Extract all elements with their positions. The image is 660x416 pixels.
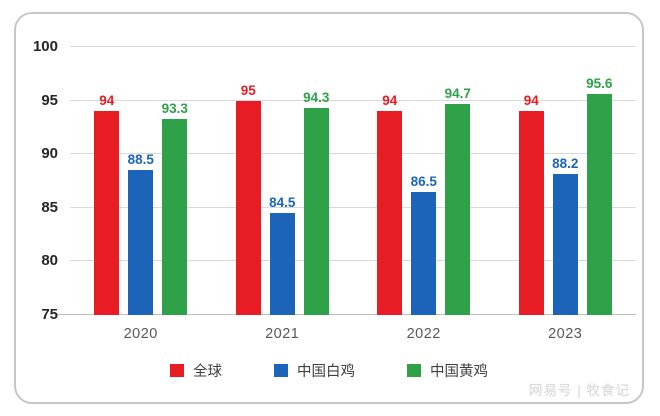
bar-value-label: 95 xyxy=(240,82,256,98)
gridline xyxy=(70,46,636,47)
bar-group-2023: 94 88.2 95.6 xyxy=(495,47,637,315)
bar-value-label: 84.5 xyxy=(269,195,296,211)
bar-全球-2020: 94 xyxy=(94,93,120,315)
plot-area: 100 95 90 85 80 75 94 88.5 93.3 95 84.5 94.3 94 86.5… xyxy=(33,38,636,323)
bar-中国白鸡-2020: 88.5 xyxy=(128,152,154,315)
bar-value-label: 94.3 xyxy=(303,90,330,106)
legend-item-全球: 全球 xyxy=(170,360,222,381)
x-category-label: 2020 xyxy=(123,326,158,342)
gridline xyxy=(70,99,636,101)
bar-value-label: 95.6 xyxy=(586,76,613,92)
legend-label: 中国白鸡 xyxy=(297,364,355,380)
bar-中国白鸡-2021: 84.5 xyxy=(269,195,295,315)
legend-swatch-icon xyxy=(407,364,421,377)
x-category-label: 2021 xyxy=(265,326,300,342)
y-tick-label: 85 xyxy=(41,198,58,216)
gridline xyxy=(70,153,636,155)
bar-中国黄鸡-2022: 94.7 xyxy=(445,86,471,315)
x-category-label: 2022 xyxy=(406,326,441,342)
chart-panel: 100 95 90 85 80 75 94 88.5 93.3 95 84.5 94.3 94 86.5… xyxy=(14,12,644,404)
bar-value-label: 94 xyxy=(99,93,115,109)
x-axis-labels: 2020 2021 2022 2023 xyxy=(70,326,636,342)
bar-group-2020: 94 88.5 93.3 xyxy=(70,47,212,315)
bar-value-label: 94 xyxy=(523,93,539,109)
bar-value-label: 88.5 xyxy=(127,152,154,168)
bar-value-label: 86.5 xyxy=(410,173,437,189)
bar-全球-2023: 94 xyxy=(518,93,544,315)
bar-中国白鸡-2022: 86.5 xyxy=(411,174,437,315)
y-tick-label: 100 xyxy=(32,38,58,55)
legend-label: 中国黄鸡 xyxy=(430,364,488,380)
bar-全球-2022: 94 xyxy=(377,93,403,315)
legend-item-中国白鸡: 中国白鸡 xyxy=(274,360,355,381)
watermark: 网易号 | 牧食记 xyxy=(528,383,630,398)
bar-中国黄鸡-2020: 93.3 xyxy=(162,101,188,315)
bar-value-label: 88.2 xyxy=(552,155,579,171)
bar-groups: 94 88.5 93.3 95 84.5 94.3 94 86.5 94.7 94 88.2 95.6 xyxy=(70,47,636,315)
y-tick-label: 95 xyxy=(41,91,58,109)
gridline xyxy=(56,314,636,315)
y-tick-label: 90 xyxy=(41,145,58,163)
bar-全球-2021: 95 xyxy=(235,83,261,315)
y-tick-label: 80 xyxy=(41,252,58,270)
gridline xyxy=(70,206,636,208)
bar-group-2021: 95 84.5 94.3 xyxy=(212,47,354,315)
bar-value-label: 94 xyxy=(382,93,398,109)
legend-swatch-icon xyxy=(170,364,184,377)
bar-value-label: 93.3 xyxy=(161,100,188,116)
bar-中国黄鸡-2021: 94.3 xyxy=(303,90,329,315)
x-category-label: 2023 xyxy=(548,326,583,342)
legend: 全球 中国白鸡 中国黄鸡 xyxy=(16,360,642,381)
legend-item-中国黄鸡: 中国黄鸡 xyxy=(407,360,488,381)
bar-中国白鸡-2023: 88.2 xyxy=(552,156,578,315)
bar-group-2022: 94 86.5 94.7 xyxy=(353,47,495,315)
bar-value-label: 94.7 xyxy=(444,85,471,101)
legend-label: 全球 xyxy=(193,364,222,380)
gridline xyxy=(70,260,636,262)
bar-中国黄鸡-2023: 95.6 xyxy=(586,76,612,315)
legend-swatch-icon xyxy=(274,364,288,377)
y-tick-label: 75 xyxy=(41,306,58,323)
